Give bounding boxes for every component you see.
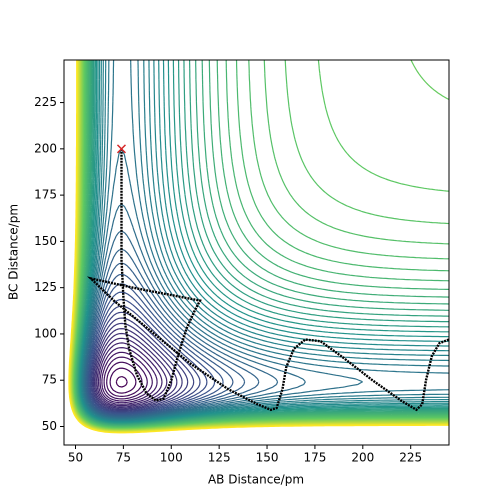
contour-line bbox=[106, 361, 143, 397]
contour-line bbox=[87, 283, 224, 415]
contours bbox=[68, 60, 449, 434]
contour-line bbox=[77, 60, 449, 425]
x-tick-label: 125 bbox=[208, 451, 231, 465]
contour-line bbox=[89, 298, 208, 414]
contour-line bbox=[85, 248, 260, 418]
x-tick-label: 75 bbox=[116, 451, 131, 465]
y-axis-label: BC Distance/pm bbox=[7, 204, 21, 300]
contour-line bbox=[83, 148, 363, 419]
start-marker bbox=[116, 144, 126, 154]
contour-line bbox=[71, 60, 449, 431]
contour-line bbox=[70, 60, 449, 432]
contour-line bbox=[101, 351, 153, 402]
contour-line bbox=[68, 60, 449, 433]
contour-line bbox=[68, 60, 449, 434]
contour-line bbox=[69, 60, 449, 433]
plot-frame bbox=[63, 59, 450, 446]
x-tick-label: 50 bbox=[68, 451, 83, 465]
contour-line bbox=[71, 60, 449, 431]
contour-line bbox=[73, 60, 449, 429]
y-tick-label: 200 bbox=[34, 141, 57, 155]
y-tick-label: 175 bbox=[34, 188, 57, 202]
x-tick-label: 150 bbox=[256, 451, 279, 465]
contour-line bbox=[71, 60, 449, 431]
y-tick-label: 150 bbox=[34, 234, 57, 248]
x-axis-label: AB Distance/pm bbox=[208, 473, 304, 487]
contour-line bbox=[85, 262, 246, 417]
trajectory bbox=[86, 148, 449, 412]
x-tick-label: 225 bbox=[399, 451, 422, 465]
x-tick-label: 200 bbox=[351, 451, 374, 465]
contour-line bbox=[70, 60, 449, 432]
contour-line bbox=[69, 60, 449, 433]
contour-line bbox=[68, 60, 449, 434]
y-tick-label: 125 bbox=[34, 280, 57, 294]
y-tick-label: 75 bbox=[42, 373, 57, 387]
contour-line bbox=[88, 291, 216, 415]
y-tick-label: 225 bbox=[34, 95, 57, 109]
contour-line bbox=[99, 347, 158, 404]
contour-line bbox=[82, 60, 449, 420]
contour-line bbox=[76, 60, 449, 426]
contour-line bbox=[96, 337, 168, 407]
contour-line bbox=[84, 230, 279, 418]
contour-line bbox=[103, 356, 148, 400]
contour-line bbox=[91, 317, 189, 411]
contour-line bbox=[115, 376, 128, 388]
contour-line bbox=[109, 367, 137, 394]
x-tick-label: 175 bbox=[303, 451, 326, 465]
y-tick-label: 50 bbox=[42, 419, 57, 433]
x-tick-label: 100 bbox=[160, 451, 183, 465]
contour-line bbox=[97, 342, 163, 405]
y-tick-label: 100 bbox=[34, 326, 57, 340]
contour-line bbox=[72, 60, 449, 430]
contour-line bbox=[72, 60, 449, 430]
contour-line bbox=[72, 60, 449, 430]
contour-line bbox=[70, 60, 449, 432]
contour-line bbox=[69, 60, 449, 432]
